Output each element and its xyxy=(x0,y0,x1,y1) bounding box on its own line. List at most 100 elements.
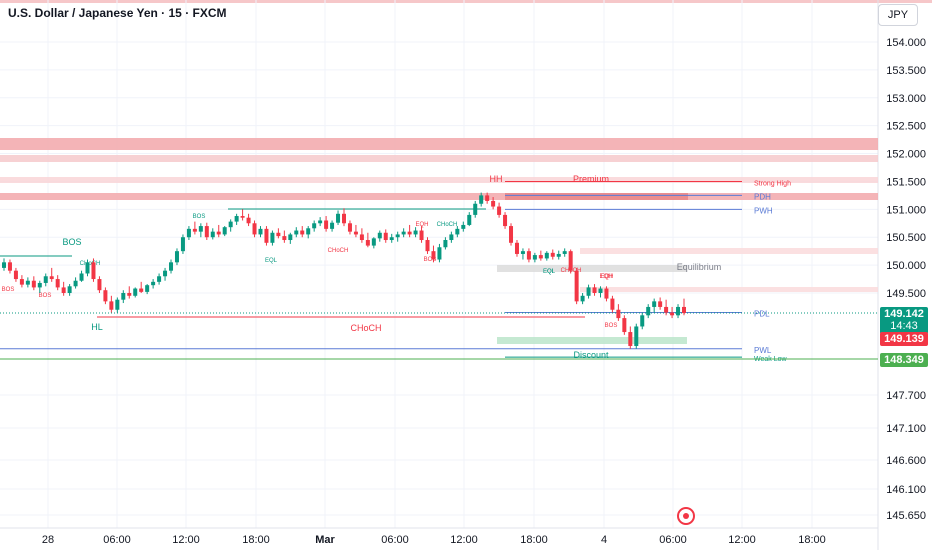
candle-body xyxy=(449,234,454,241)
candle-body xyxy=(574,270,579,302)
x-tick-label: 18:00 xyxy=(520,534,548,546)
candle-body xyxy=(282,236,287,241)
supply-zone xyxy=(580,287,878,292)
small-structure-label: EQL xyxy=(543,269,556,275)
y-tick-label: 151.000 xyxy=(886,204,926,216)
supply-zone xyxy=(0,193,878,200)
candle-body xyxy=(646,306,651,316)
candle-body xyxy=(240,216,245,218)
candle-body xyxy=(210,231,215,238)
candle-body xyxy=(520,251,525,254)
candle-body xyxy=(13,270,18,280)
candle-body xyxy=(664,306,669,313)
y-tick-label: 153.500 xyxy=(886,65,926,77)
candle-body xyxy=(192,228,197,232)
candle-body xyxy=(79,273,84,281)
candle-body xyxy=(413,230,418,235)
candle-body xyxy=(216,231,221,235)
structure-label: HH xyxy=(490,174,503,184)
zone-label: Discount xyxy=(573,350,609,360)
currency-button[interactable]: JPY xyxy=(878,4,918,26)
equilibrium-zone xyxy=(497,265,687,272)
last-price-value: 149.142 xyxy=(884,308,924,320)
candle-body xyxy=(586,287,591,296)
candle-body xyxy=(174,251,179,263)
candle-body xyxy=(7,262,12,271)
candle-body xyxy=(127,293,132,296)
candle-body xyxy=(676,306,681,316)
candle-body xyxy=(556,253,561,257)
candle-body xyxy=(264,228,269,243)
candle-body xyxy=(31,280,36,288)
replay-icon xyxy=(677,507,695,525)
x-tick-label: 12:00 xyxy=(728,534,756,546)
candle-body xyxy=(401,231,406,235)
structure-label: BOS xyxy=(62,237,81,247)
candle-body xyxy=(419,230,424,241)
small-structure-label: BOS xyxy=(424,257,437,263)
candle-body xyxy=(395,234,400,238)
candle-body xyxy=(276,232,281,237)
candle-body xyxy=(139,288,144,292)
y-tick-label: 150.000 xyxy=(886,260,926,272)
candle-body xyxy=(670,312,675,316)
candle-body xyxy=(503,214,508,227)
candle-body xyxy=(258,228,263,235)
candle-body xyxy=(222,227,227,235)
structure-label: EQL xyxy=(543,269,556,275)
candle-body xyxy=(509,226,514,243)
candle-body xyxy=(598,288,603,293)
x-tick-label: 18:00 xyxy=(798,534,826,546)
small-structure-label: CHoCH xyxy=(80,261,101,267)
candle-body xyxy=(330,222,335,229)
candle-body xyxy=(485,195,490,201)
candle-body xyxy=(377,232,382,239)
top-band xyxy=(0,0,932,3)
candle-body xyxy=(85,262,90,274)
candle-body xyxy=(336,213,341,223)
small-structure-label: BOS xyxy=(193,214,206,220)
candle-body xyxy=(544,252,549,259)
candle-body xyxy=(228,221,233,228)
last-price-tag: 149.142 14:43 xyxy=(880,307,928,334)
structure-label: CHoCH xyxy=(350,323,381,333)
candle-body xyxy=(568,251,573,271)
candle-body xyxy=(455,228,460,235)
candle-body xyxy=(288,234,293,241)
y-tick-label: 152.000 xyxy=(886,149,926,161)
candle-body xyxy=(532,255,537,260)
small-structure-label: EQL xyxy=(265,258,278,264)
candle-body xyxy=(359,234,364,241)
candle-body xyxy=(97,279,102,291)
structure-label: HL xyxy=(91,322,103,332)
candle-body xyxy=(407,231,412,235)
candle-body xyxy=(347,223,352,232)
candle-body xyxy=(186,228,191,238)
countdown-value: 14:43 xyxy=(890,320,918,332)
level-label: PDH xyxy=(754,192,771,201)
candle-body xyxy=(550,252,555,257)
candle-body xyxy=(37,282,42,288)
candle-body xyxy=(622,318,627,333)
candle-body xyxy=(234,216,239,222)
level-label: Weak Low xyxy=(754,356,787,363)
y-tick-label: 154.000 xyxy=(886,37,926,49)
candle-body xyxy=(526,251,531,260)
x-tick-label: 28 xyxy=(42,534,54,546)
x-tick-label: 06:00 xyxy=(381,534,409,546)
x-tick-label: 4 xyxy=(601,534,607,546)
supply-zone xyxy=(580,248,878,254)
candle-body xyxy=(115,299,120,310)
x-tick-label: 18:00 xyxy=(242,534,270,546)
candle-body xyxy=(467,214,472,225)
candle-body xyxy=(103,290,108,302)
candle-body xyxy=(562,251,567,254)
premium-zone xyxy=(505,193,688,200)
y-tick-label: 146.600 xyxy=(886,455,926,467)
candle-body xyxy=(610,298,615,310)
candle-body xyxy=(61,287,66,293)
y-tick-label: 145.650 xyxy=(886,510,926,522)
y-tick-label: 149.500 xyxy=(886,288,926,300)
symbol-title[interactable]: U.S. Dollar / Japanese Yen · 15 · FXCM xyxy=(8,6,227,20)
